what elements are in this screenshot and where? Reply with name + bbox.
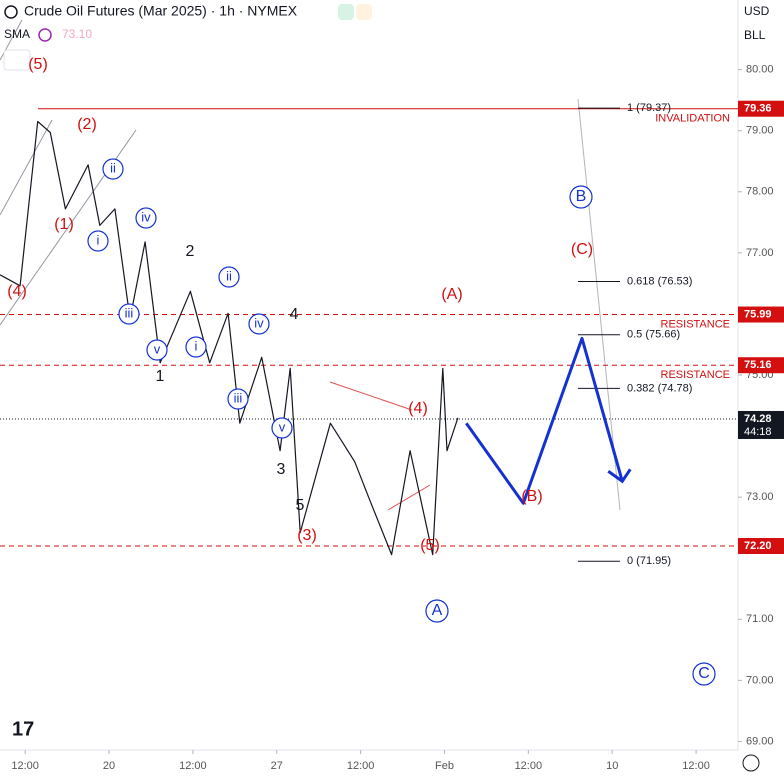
price-box-label: 75.16: [744, 359, 772, 371]
wave-label: (5): [420, 537, 440, 554]
currency[interactable]: USD: [744, 4, 770, 18]
status-badge: [338, 4, 354, 20]
settings-icon[interactable]: [742, 754, 760, 772]
wave-circle: [87, 230, 109, 252]
wave-circle: [569, 185, 593, 209]
wave-label: iv: [141, 209, 151, 224]
wave-label: A: [432, 602, 443, 619]
wedge-line: [387, 484, 431, 511]
wave-label: (5): [28, 56, 48, 73]
fib-diagonal: [577, 98, 621, 511]
countdown: 44:18: [744, 426, 772, 438]
collapse-icon[interactable]: [4, 5, 18, 19]
wave-circle: [248, 313, 270, 335]
unit-label[interactable]: BLL: [744, 28, 766, 42]
wave-label: (1): [54, 216, 74, 233]
wave-label: (B): [521, 488, 542, 505]
price-box: [738, 100, 784, 117]
fib-label: 0 (71.95): [627, 555, 671, 567]
level-note: RESISTANCE: [661, 369, 730, 381]
wave-label: ii: [226, 268, 232, 283]
wave-circle: [102, 158, 124, 180]
y-tick-label: 78.00: [746, 186, 774, 198]
arrow-button[interactable]: [3, 49, 31, 71]
y-tick-label: 79.00: [746, 125, 774, 137]
level-note: INVALIDATION: [655, 113, 730, 125]
wave-circle: [135, 207, 157, 229]
fib-label: 0.382 (74.78): [627, 382, 692, 394]
level-note: RESISTANCE: [661, 318, 730, 330]
wave-circle: [218, 266, 240, 288]
x-tick-label: 20: [103, 760, 115, 772]
axes: 80.0079.0078.0077.0075.0073.0071.0070.00…: [11, 64, 773, 772]
wave-label: (C): [571, 241, 593, 258]
wave-circle: [425, 599, 449, 623]
indicator-value: 73.10: [62, 27, 92, 41]
indicator-icon[interactable]: [38, 28, 52, 42]
wave-label: 4: [290, 306, 299, 323]
projection-line: [465, 336, 624, 505]
y-tick-label: 80.00: [746, 64, 774, 76]
price-box-label: 79.36: [744, 103, 772, 115]
fib-label: 1 (79.37): [627, 102, 671, 114]
wave-circle: [185, 336, 207, 358]
wave-label: C: [698, 665, 710, 682]
wave-label: v: [279, 419, 286, 434]
price-box-label: 72.20: [744, 540, 772, 552]
wedge-line: [329, 381, 413, 411]
wave-label: v: [154, 341, 161, 356]
y-tick-label: 69.00: [746, 735, 774, 747]
x-tick-label: 12:00: [682, 760, 710, 772]
price-box-label: 75.99: [744, 308, 772, 320]
wave-label: (2): [77, 116, 97, 133]
wave-label: i: [195, 338, 198, 353]
fib-label: 0.5 (75.66): [627, 329, 680, 341]
chart-title: Crude Oil Futures (Mar 2025) · 1h · NYME…: [24, 3, 298, 19]
wave-label: (A): [441, 286, 462, 303]
y-tick-label: 70.00: [746, 674, 774, 686]
x-tick-label: 27: [271, 760, 283, 772]
wave-label: iv: [254, 315, 264, 330]
wave-label: 3: [277, 461, 286, 478]
x-tick-label: 12:00: [11, 760, 39, 772]
x-tick-label: 12:00: [347, 760, 375, 772]
wave-label: 2: [186, 243, 195, 260]
price-line: [0, 120, 459, 556]
y-tick-label: 71.00: [746, 613, 774, 625]
price-box: [738, 306, 784, 323]
x-tick-label: 12:00: [515, 760, 543, 772]
logo: 17: [12, 718, 34, 740]
price-box: [738, 357, 784, 374]
wave-circle: [271, 417, 293, 439]
x-tick-label: 12:00: [179, 760, 207, 772]
wave-label: i: [97, 232, 100, 247]
wave-circle: [227, 388, 249, 410]
last-price-box: [738, 410, 784, 439]
fib-label: 0.618 (76.53): [627, 275, 692, 287]
wave-label: iii: [125, 305, 134, 320]
projection-arrowhead: [607, 468, 632, 484]
wave-label: iii: [234, 390, 243, 405]
x-tick-label: Feb: [435, 760, 454, 772]
wave-label: 5: [296, 497, 305, 514]
wave-circle: [692, 662, 716, 686]
x-tick-label: 10: [606, 760, 618, 772]
wave-circle: [118, 303, 140, 325]
wave-label: (3): [297, 527, 317, 544]
wave-label: (4): [408, 400, 428, 417]
wave-circle: [146, 339, 168, 361]
wave-label: 1: [156, 368, 165, 385]
status-badge: [356, 4, 372, 20]
y-tick-label: 77.00: [746, 247, 774, 259]
last-price-label: 74.28: [744, 413, 772, 425]
price-box: [738, 538, 784, 555]
wave-label: B: [576, 188, 587, 205]
trend-line: [0, 119, 53, 216]
wave-label: (4): [7, 283, 27, 300]
wave-label: ii: [110, 160, 116, 175]
y-tick-label: 73.00: [746, 491, 774, 503]
indicator-name: SMA: [4, 27, 30, 41]
